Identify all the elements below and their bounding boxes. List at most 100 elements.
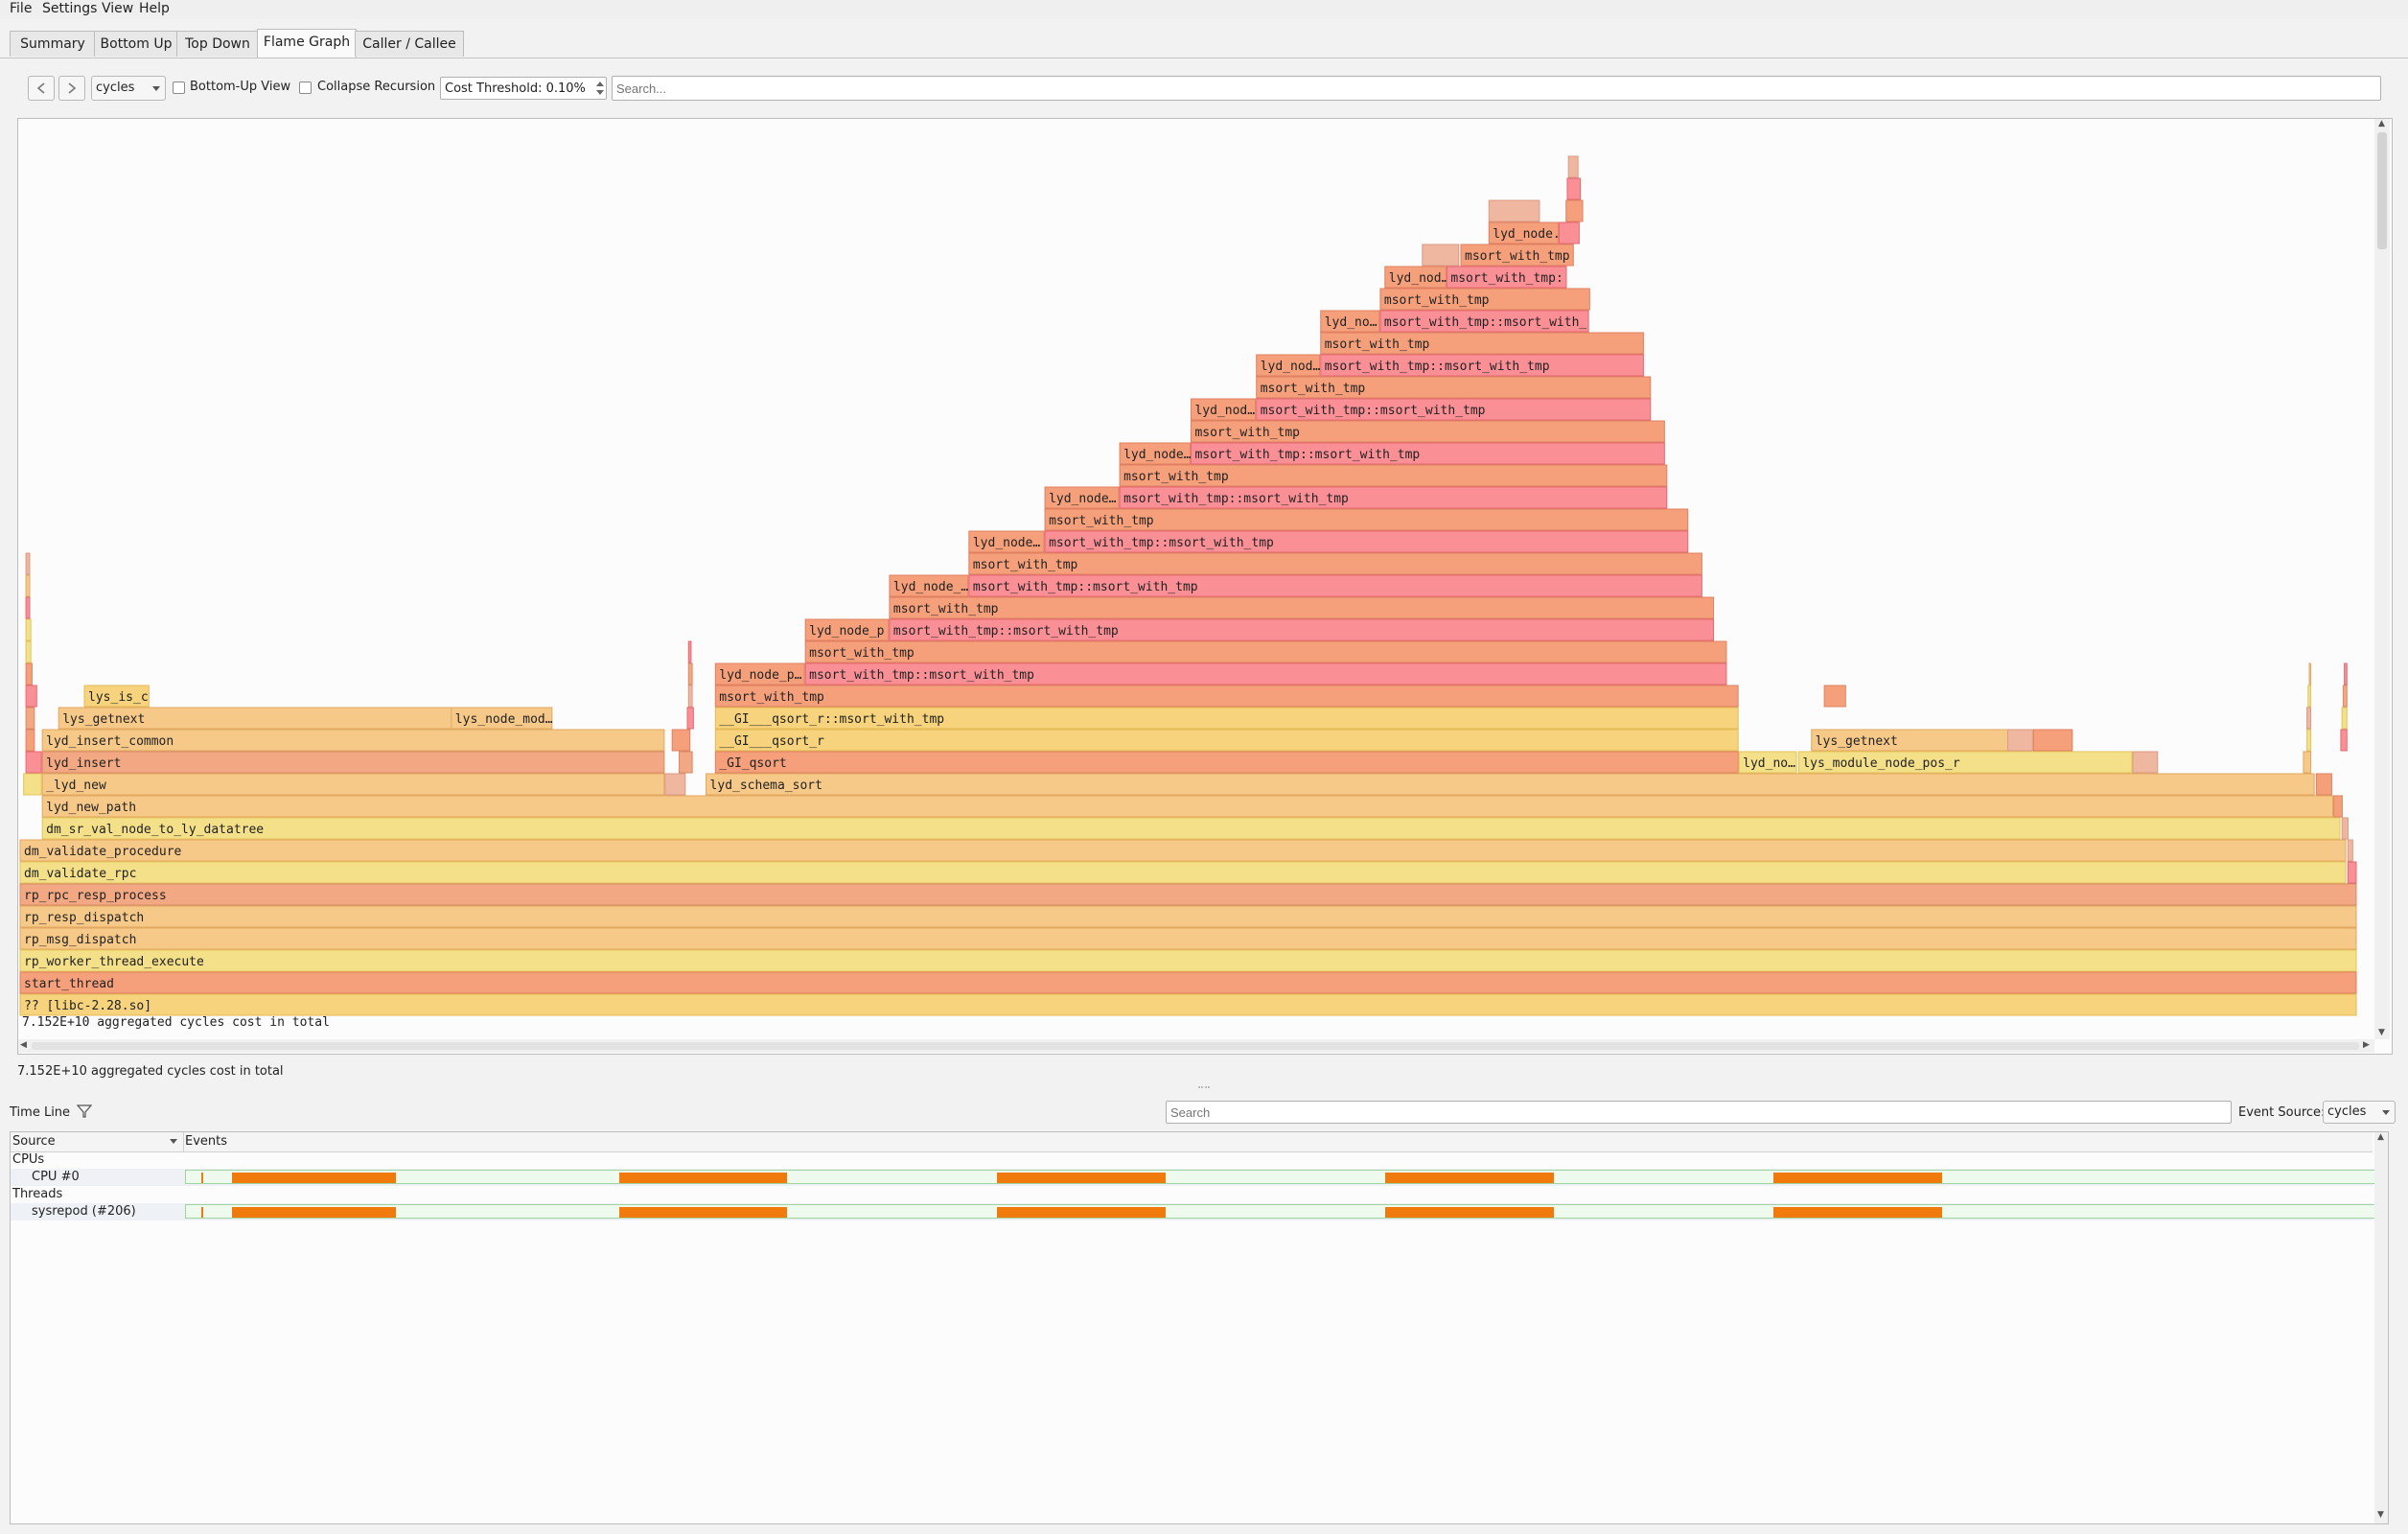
back-button[interactable] <box>28 76 55 101</box>
flame-frame[interactable]: lyd_schema_sort <box>706 773 2315 796</box>
tab-flame-graph[interactable]: Flame Graph <box>257 29 357 58</box>
scroll-up-icon[interactable]: ▲ <box>2377 1132 2384 1142</box>
cost-threshold-spinbox[interactable]: Cost Threshold: 0.10% <box>440 77 607 100</box>
column-header-events[interactable]: Events <box>185 1134 228 1149</box>
event-block[interactable] <box>1385 1173 1554 1183</box>
horizontal-scrollbar[interactable]: ◀ ▶ <box>18 1039 2374 1053</box>
flame-frame[interactable]: lys_getnext <box>1811 729 2012 752</box>
menu-settings[interactable]: Settings <box>42 1 98 16</box>
flame-frame[interactable] <box>2347 839 2353 862</box>
tab-bottom-up[interactable]: Bottom Up <box>94 31 178 57</box>
flame-frame[interactable]: msort_with_tmp::msort_with_tmp <box>1320 354 1644 377</box>
flame-frame[interactable]: lys_getnext <box>58 707 459 730</box>
event-block[interactable] <box>1385 1207 1554 1218</box>
flame-frame[interactable] <box>1565 199 1584 222</box>
menu-file[interactable]: File <box>10 1 33 16</box>
flame-frame[interactable] <box>686 707 694 730</box>
flame-frame[interactable] <box>687 640 692 663</box>
flame-frame[interactable] <box>687 685 693 708</box>
flame-frame[interactable]: lys_node_mod… <box>451 707 553 730</box>
flame-frame[interactable]: msort_with_tmp <box>1320 332 1644 355</box>
flame-frame[interactable]: lyd_nod… <box>1384 266 1449 289</box>
event-block[interactable] <box>232 1173 397 1183</box>
spin-arrows-icon[interactable] <box>594 80 606 97</box>
flame-frame[interactable] <box>2307 685 2311 708</box>
flame-frame[interactable]: rp_rpc_resp_process <box>19 883 2357 906</box>
timeline-row-cpu[interactable]: CPU #0 <box>11 1169 2386 1186</box>
flame-graph-canvas[interactable]: ?? [libc-2.28.so] start_thread rp_worker_t… <box>18 119 2392 1054</box>
flame-frame[interactable]: lyd_node… <box>1044 486 1120 509</box>
flame-frame[interactable] <box>2306 707 2311 730</box>
scroll-down-icon[interactable]: ▼ <box>2377 1510 2384 1520</box>
flame-frame[interactable] <box>25 729 35 752</box>
event-block[interactable] <box>997 1207 1166 1218</box>
flame-frame[interactable] <box>25 596 31 619</box>
flame-frame[interactable]: lyd_node_p… <box>714 662 805 686</box>
flame-frame[interactable]: msort_with_tmp <box>889 596 1715 619</box>
event-marker[interactable] <box>201 1173 203 1183</box>
flame-frame[interactable] <box>2007 729 2033 752</box>
flame-frame[interactable]: __GI___qsort_r <box>714 729 1739 752</box>
timeline-table[interactable]: Source Events CPUs CPU #0 Threads sysrep… <box>10 1131 2389 1524</box>
timeline-search-input[interactable] <box>1166 1101 2232 1124</box>
flame-frame[interactable]: msort_with_tmp::msort_with_tmp <box>1044 530 1689 553</box>
flame-frame[interactable]: lyd_new_path <box>41 795 2334 818</box>
flame-frame[interactable] <box>2303 751 2311 774</box>
menu-help[interactable]: Help <box>139 1 170 16</box>
flame-frame[interactable] <box>2308 662 2311 686</box>
flame-frame[interactable] <box>2132 751 2159 774</box>
flame-frame[interactable]: msort_with_tmp <box>1119 464 1668 487</box>
menu-view[interactable]: View <box>102 1 134 16</box>
event-block[interactable] <box>618 1207 788 1218</box>
timeline-group-threads[interactable]: Threads <box>11 1186 2373 1203</box>
flame-frame[interactable] <box>2342 685 2348 708</box>
flame-frame[interactable]: msort_with_tmp <box>714 685 1739 708</box>
flame-frame[interactable]: lyd_no… <box>1320 310 1380 333</box>
flame-frame[interactable] <box>1422 244 1460 267</box>
collapse-recursion-checkbox[interactable] <box>299 81 312 94</box>
flame-frame[interactable] <box>2340 729 2348 752</box>
event-block[interactable] <box>232 1207 397 1218</box>
flame-graph-view[interactable]: ?? [libc-2.28.so] start_thread rp_worker_t… <box>17 118 2393 1055</box>
flame-frame[interactable]: _GI_qsort <box>714 751 1739 774</box>
flame-frame[interactable] <box>2315 773 2332 796</box>
flame-frame[interactable]: msort_with_tmp::msort_with_tmp <box>1119 486 1668 509</box>
forward-button[interactable] <box>58 76 85 101</box>
flame-frame[interactable]: msort_with_tmp::msort_with_ <box>1379 310 1589 333</box>
flame-frame[interactable]: msort_with_tmp::msort_with_tmp <box>1190 442 1665 465</box>
tab-summary[interactable]: Summary <box>10 31 96 57</box>
flame-frame[interactable]: lyd_insert <box>41 751 665 774</box>
flame-frame[interactable] <box>25 751 42 774</box>
scroll-up-icon[interactable]: ▲ <box>2378 119 2385 128</box>
flame-frame[interactable] <box>687 662 693 686</box>
flame-search-input[interactable] <box>612 76 2381 101</box>
flame-frame[interactable]: rp_resp_dispatch <box>19 905 2357 928</box>
flame-frame[interactable]: lys_module_node_pos_r <box>1797 751 2133 774</box>
cost-type-select[interactable]: cycles <box>91 76 166 101</box>
flame-frame[interactable]: msort_with_tmp <box>1379 288 1590 311</box>
flame-frame[interactable] <box>25 640 32 663</box>
flame-frame[interactable] <box>23 773 42 796</box>
flame-frame[interactable] <box>2347 861 2357 884</box>
event-block[interactable] <box>618 1173 788 1183</box>
flame-frame[interactable]: msort_with_tmp: <box>1446 266 1567 289</box>
flame-frame[interactable]: dm_sr_val_node_to_ly_datatree <box>41 817 2341 840</box>
flame-frame[interactable] <box>2306 729 2311 752</box>
flame-frame[interactable]: lyd_nod… <box>1256 354 1321 377</box>
event-marker[interactable] <box>201 1207 203 1218</box>
timeline-vertical-scrollbar[interactable]: ▲ ▼ <box>2374 1132 2388 1523</box>
horizontal-scrollbar-thumb[interactable] <box>32 1042 2359 1050</box>
flame-frame[interactable] <box>671 729 691 752</box>
scroll-left-icon[interactable]: ◀ <box>20 1040 27 1050</box>
flame-frame[interactable]: msort_with_tmp <box>1044 508 1689 531</box>
flame-frame[interactable]: lyd_node… <box>1119 442 1192 465</box>
sort-indicator-icon[interactable] <box>169 1138 178 1146</box>
flame-frame[interactable]: ?? [libc-2.28.so] <box>19 993 2357 1016</box>
flame-frame[interactable] <box>25 662 33 686</box>
flame-frame[interactable]: dm_validate_procedure <box>19 839 2347 862</box>
flame-frame[interactable]: lyd_insert_common <box>41 729 665 752</box>
flame-frame[interactable]: lyd_node_… <box>889 574 968 597</box>
flame-frame[interactable] <box>25 685 37 708</box>
flame-frame[interactable]: msort_with_tmp <box>968 552 1702 575</box>
flame-frame[interactable]: rp_msg_dispatch <box>19 927 2357 950</box>
